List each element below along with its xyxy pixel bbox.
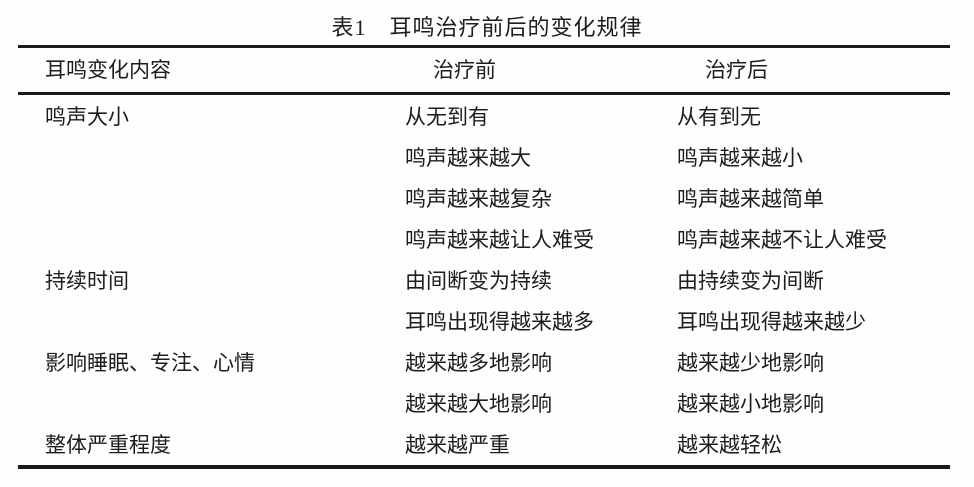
column-header-after-treatment: 治疗后: [705, 58, 768, 82]
table-title: 表1 耳鸣治疗前后的变化规律: [331, 15, 643, 40]
cell-before: 从无到有: [405, 104, 489, 129]
cell-after: 耳鸣出现得越来越少: [677, 310, 866, 335]
cell-after: 鸣声越来越小: [677, 145, 803, 170]
table-body: 鸣声大小 从无到有 从有到无 鸣声越来越大 鸣声越来越小 鸣声越来越复杂 鸣声越…: [45, 95, 950, 465]
cell-category: 影响睡眠、专注、心情: [45, 351, 255, 376]
cell-after: 越来越少地影响: [677, 351, 824, 376]
table-row: 鸣声越来越复杂 鸣声越来越简单: [45, 177, 950, 218]
cell-after: 越来越小地影响: [677, 392, 824, 417]
cell-after: 越来越轻松: [677, 433, 782, 458]
cell-category: 整体严重程度: [45, 433, 171, 458]
table-row: 鸣声大小 从无到有 从有到无: [45, 95, 950, 136]
cell-category: 持续时间: [45, 268, 129, 293]
cell-after: 由持续变为间断: [677, 268, 824, 293]
cell-before: 越来越多地影响: [405, 351, 552, 376]
cell-after: 从有到无: [677, 104, 761, 129]
table-row: 越来越大地影响 越来越小地影响: [45, 383, 950, 424]
cell-before: 鸣声越来越复杂: [405, 186, 552, 211]
cell-category: 鸣声大小: [45, 104, 129, 129]
cell-before: 越来越大地影响: [405, 392, 552, 417]
table-row: 持续时间 由间断变为持续 由持续变为间断: [45, 259, 950, 300]
table-bottom-rule: [18, 465, 950, 469]
cell-before: 耳鸣出现得越来越多: [405, 310, 594, 335]
table-top-rule: [18, 45, 950, 48]
cell-before: 越来越严重: [405, 433, 510, 458]
column-header-change-content: 耳鸣变化内容: [45, 58, 171, 82]
cell-after: 鸣声越来越不让人难受: [677, 227, 887, 252]
table-row: 影响睡眠、专注、心情 越来越多地影响 越来越少地影响: [45, 342, 950, 383]
table-row: 鸣声越来越让人难受 鸣声越来越不让人难受: [45, 218, 950, 259]
table-row: 耳鸣出现得越来越多 耳鸣出现得越来越少: [45, 301, 950, 342]
cell-before: 鸣声越来越大: [405, 145, 531, 170]
table-header-row: 耳鸣变化内容 治疗前 治疗后: [45, 46, 950, 92]
cell-before: 鸣声越来越让人难受: [405, 227, 594, 252]
table-row: 整体严重程度 越来越严重 越来越轻松: [45, 424, 950, 465]
table-row: 鸣声越来越大 鸣声越来越小: [45, 136, 950, 177]
table-header-rule: [18, 92, 950, 95]
column-header-before-treatment: 治疗前: [433, 58, 496, 82]
cell-after: 鸣声越来越简单: [677, 186, 824, 211]
cell-before: 由间断变为持续: [405, 268, 552, 293]
